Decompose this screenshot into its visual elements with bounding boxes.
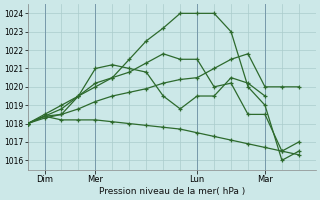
X-axis label: Pression niveau de la mer( hPa ): Pression niveau de la mer( hPa ) [99,187,245,196]
